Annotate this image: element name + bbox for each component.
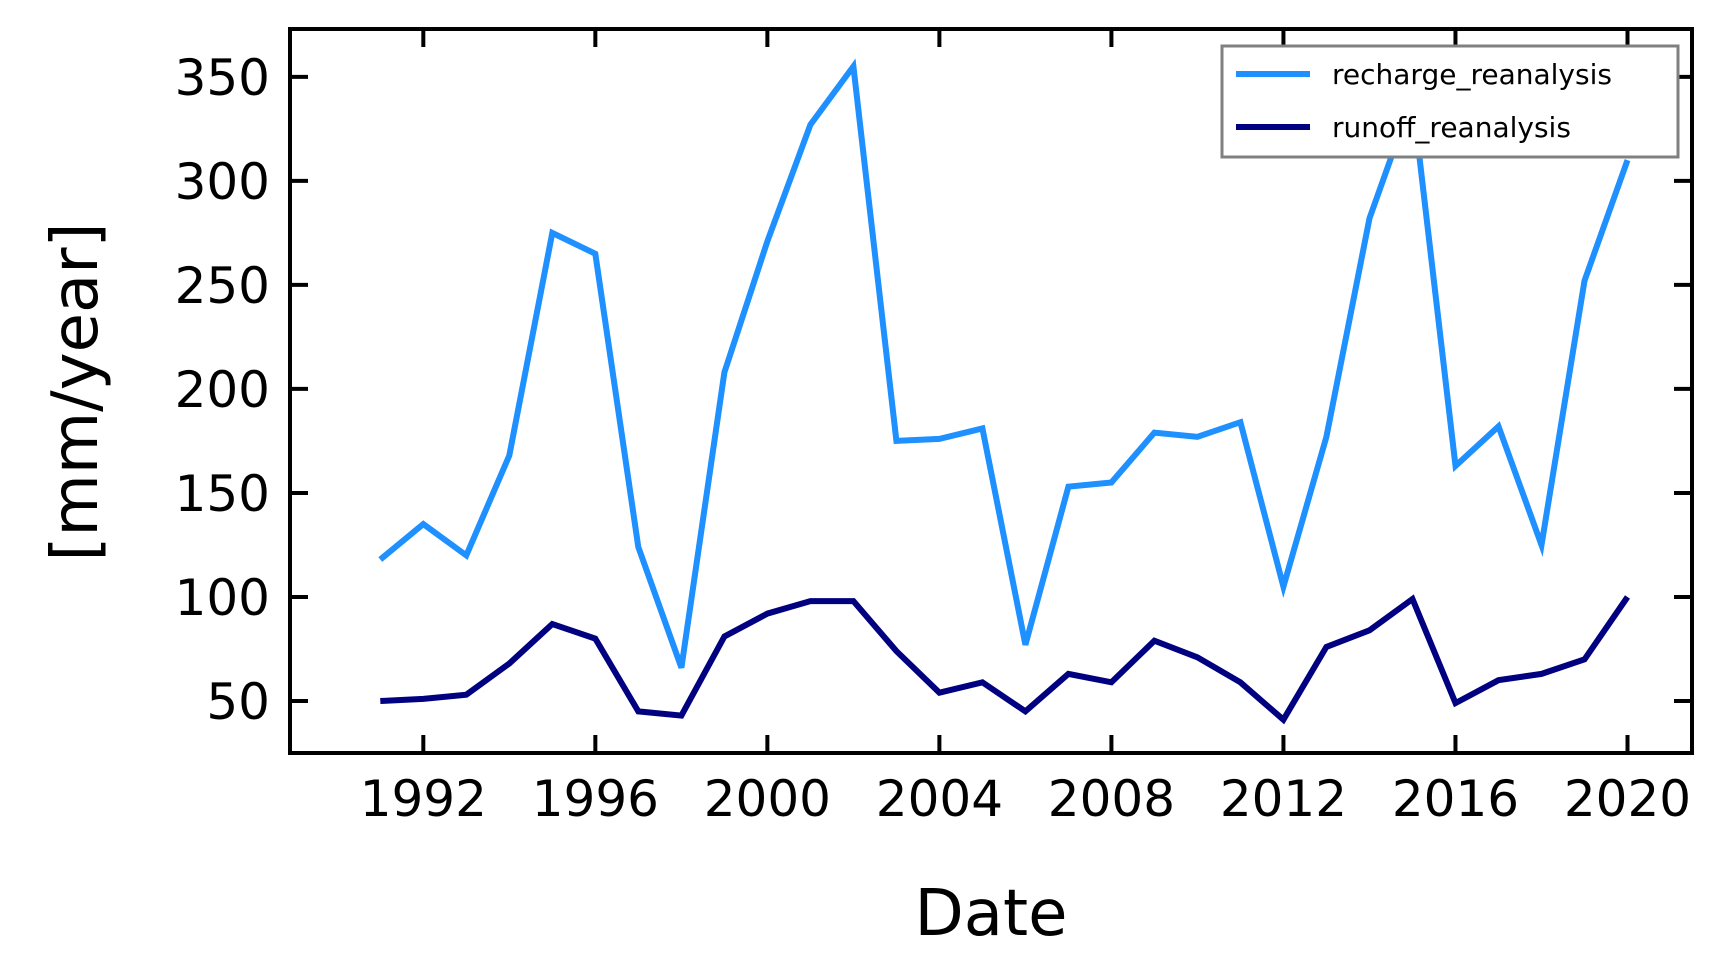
x-tick-label: 2004	[876, 770, 1003, 828]
x-tick-label: 2008	[1048, 770, 1175, 828]
x-tick-label: 2020	[1564, 770, 1691, 828]
series-line-runoff_reanalysis	[380, 594, 1630, 725]
series-line-recharge_reanalysis	[378, 58, 1631, 669]
y-tick-label: 200	[175, 361, 270, 419]
legend-label: runoff_reanalysis	[1332, 111, 1571, 144]
y-tick-label: 250	[175, 257, 270, 315]
y-tick-label: 50	[206, 673, 270, 731]
x-tick-label: 1996	[532, 770, 659, 828]
legend-box	[1220, 44, 1680, 159]
y-tick-label: 100	[175, 569, 270, 627]
x-axis-title: Date	[915, 877, 1068, 951]
tick-layer: 1992 1996 2000 2004 2008 2012 2016 2020 50 100 150…	[175, 29, 1692, 828]
x-tick-label: 1992	[360, 770, 487, 828]
legend-label: recharge_reanalysis	[1332, 58, 1612, 91]
y-tick-label: 300	[175, 153, 270, 211]
plot-frame	[288, 27, 1694, 755]
x-tick-label: 2000	[704, 770, 831, 828]
x-tick-label: 2012	[1220, 770, 1347, 828]
x-tick-label: 2016	[1392, 770, 1519, 828]
series-layer	[378, 58, 1631, 725]
y-tick-label: 350	[175, 49, 270, 107]
y-tick-label: 150	[175, 465, 270, 523]
y-axis-title: [mm/year]	[39, 223, 113, 562]
legend: recharge_reanalysis runoff_reanalysis	[1220, 44, 1680, 159]
